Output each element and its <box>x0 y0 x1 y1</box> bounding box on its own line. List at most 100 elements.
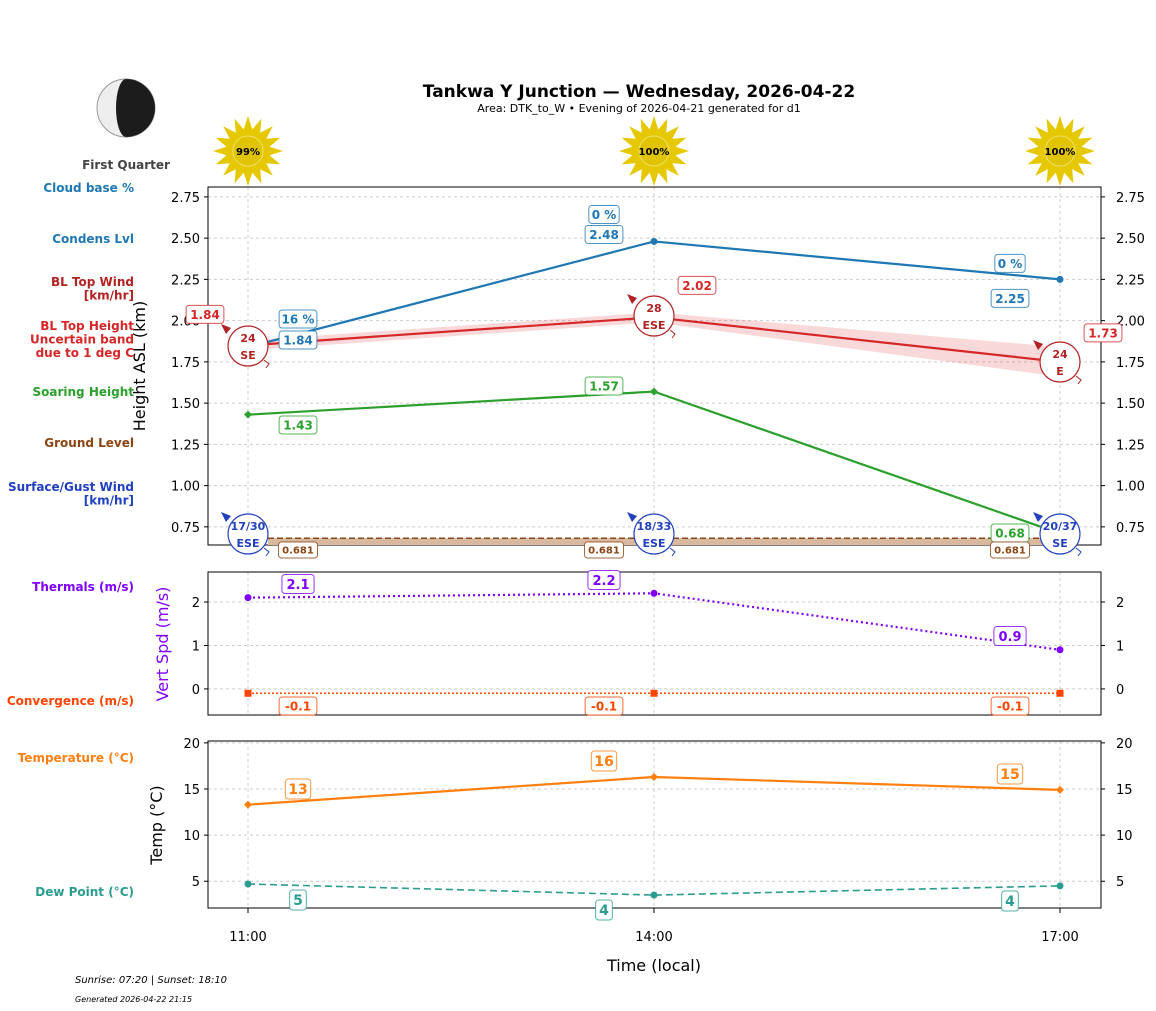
y-tick-label-right: 15 <box>1116 783 1133 798</box>
thermals-label-box <box>587 570 621 590</box>
y-tick-label-right: 2.25 <box>1116 273 1145 288</box>
legend-soaring: Soaring Height <box>33 385 135 399</box>
dew-label-box <box>289 889 307 911</box>
y-tick-label-right: 1 <box>1116 639 1124 654</box>
bl-wind-circle-dir: E <box>1056 365 1064 378</box>
surface-wind-circle-speed: 18/33 <box>637 520 672 533</box>
ground-label: 0.681 <box>994 546 1026 557</box>
y-tick-label-right: 1.75 <box>1116 356 1145 371</box>
dew-line <box>247 883 1061 896</box>
legend-bl-top: Uncertain band <box>30 333 134 347</box>
legend-thermals: Thermals (m/s) <box>32 580 134 594</box>
x-axis-label: Time (local) <box>606 956 701 975</box>
surface-wind-circle-dir: ESE <box>237 537 260 550</box>
temperature-label: 15 <box>1000 767 1019 783</box>
bl-wind-circle <box>633 295 675 337</box>
condens-point <box>650 237 658 245</box>
bl-wind-circle <box>1039 341 1081 383</box>
sun-percent-label: 99% <box>236 147 260 158</box>
bl-top-label: 1.84 <box>190 308 220 322</box>
condens-label-box <box>584 224 624 244</box>
y-tick-label-right: 2 <box>1116 596 1124 611</box>
y-tick-label: 1.50 <box>171 397 200 412</box>
condens-label: 1.84 <box>283 333 313 347</box>
thermals-point <box>650 589 658 597</box>
sun-percent-label: 100% <box>639 147 670 158</box>
y-axis-label-vert-speed: Vert Spd (m/s) <box>153 587 172 702</box>
bl-wind-circle-tail-icon <box>1075 375 1082 385</box>
y-tick-label-right: 1.50 <box>1116 397 1145 412</box>
legend-condens: Condens Lvl <box>52 232 134 246</box>
dew-point <box>1056 882 1064 890</box>
condens-label-box <box>278 330 318 350</box>
dew-point <box>650 891 658 899</box>
cloud-base-label: 0 % <box>998 257 1023 271</box>
y-tick-label-right: 10 <box>1116 829 1133 844</box>
convergence-label: -0.1 <box>997 699 1023 713</box>
dew-label: 4 <box>1005 894 1015 910</box>
bl-wind-circle-arrow-icon <box>1033 340 1043 350</box>
surface-wind-circle <box>633 513 675 555</box>
soaring-point <box>650 387 658 396</box>
legend-bl-top: BL Top Height <box>40 319 134 333</box>
y-tick-label: 1 <box>192 639 200 654</box>
surface-wind-circle-tail-icon <box>1075 547 1082 557</box>
legend-convergence: Convergence (m/s) <box>7 694 134 708</box>
ground-label-box <box>584 541 624 559</box>
bl-top-label-box <box>1083 323 1123 343</box>
sun-disc <box>232 135 264 167</box>
y-tick-label: 20 <box>183 737 200 752</box>
y-tick-label: 1.00 <box>171 480 200 495</box>
bl-wind-circle-speed: 28 <box>646 302 661 315</box>
temperature-label-box <box>590 750 618 772</box>
generated-time: Generated 2026-04-22 21:15 <box>75 995 193 1004</box>
y-tick-label-right: 20 <box>1116 737 1133 752</box>
legend-bl-wind: [km/hr] <box>84 289 134 303</box>
y-tick-label: 1.25 <box>171 438 200 453</box>
surface-wind-circle-dir: SE <box>1052 537 1067 550</box>
moon-phase-label: First Quarter <box>82 158 170 172</box>
cloud-base-label: 0 % <box>592 208 617 222</box>
convergence-label: -0.1 <box>285 699 311 713</box>
y-tick-label: 15 <box>183 783 200 798</box>
bl-wind-circle-speed: 24 <box>1052 348 1068 361</box>
condens-label: 2.25 <box>995 292 1025 306</box>
soaring-label: 1.57 <box>589 379 619 393</box>
y-tick-label-right: 2.75 <box>1116 191 1145 206</box>
cloud-base-label-box <box>278 309 318 329</box>
bl-wind-circle <box>227 325 269 367</box>
thermals-label: 2.2 <box>592 574 615 589</box>
ground-label: 0.681 <box>588 546 620 557</box>
x-tick-label: 14:00 <box>635 930 672 945</box>
cloud-base-label: 16 % <box>282 312 315 326</box>
sun-percent-label: 100% <box>1045 147 1076 158</box>
soaring-point <box>244 410 252 419</box>
temperature-point <box>650 772 658 781</box>
surface-wind-circle-arrow-icon <box>221 512 231 522</box>
sun-disc <box>638 135 670 167</box>
ground-label: 0.681 <box>282 546 314 557</box>
chart-subtitle: Area: DTK_to_W • Evening of 2026-04-21 g… <box>477 102 801 115</box>
bl-wind-circle-tail-icon <box>669 329 676 339</box>
bl-wind-circle-tail-icon <box>263 359 270 369</box>
convergence-point <box>650 689 658 697</box>
y-tick-label: 2.25 <box>171 273 200 288</box>
y-tick-label: 5 <box>192 875 200 890</box>
y-tick-label-right: 0.75 <box>1116 521 1145 536</box>
convergence-label-box <box>584 696 624 716</box>
bl-wind-circle-speed: 24 <box>240 332 256 345</box>
legend-ground: Ground Level <box>44 436 134 450</box>
sun-disc <box>1044 135 1076 167</box>
surface-wind-circle-tail-icon <box>669 547 676 557</box>
bl-wind-circle-arrow-icon <box>221 324 231 334</box>
moon-shadow <box>116 79 155 137</box>
y-tick-label: 10 <box>183 829 200 844</box>
surface-wind-circle-speed: 20/37 <box>1043 520 1078 533</box>
dew-label-box <box>595 899 613 921</box>
legend-dew: Dew Point (°C) <box>35 885 134 899</box>
ground-label-box <box>278 541 318 559</box>
legend-cloud-base: Cloud base % <box>43 181 134 195</box>
temperature-label-box <box>284 778 312 800</box>
